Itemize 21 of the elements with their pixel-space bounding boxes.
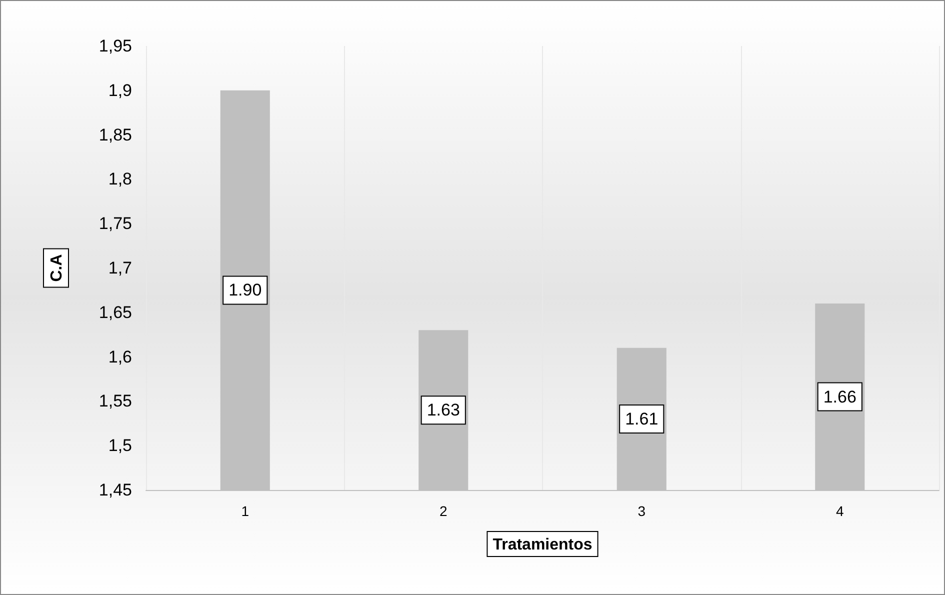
y-tick-label: 1,9 — [108, 80, 132, 100]
y-tick-label: 1,45 — [98, 480, 132, 500]
y-tick-label: 1,95 — [98, 36, 132, 56]
y-tick-label: 1,75 — [98, 214, 132, 234]
x-axis-title: Tratamientos — [492, 536, 592, 554]
data-label: 1.63 — [426, 400, 460, 420]
y-tick-label: 1,85 — [98, 125, 132, 144]
y-tick-label: 1,55 — [98, 392, 132, 411]
x-tick-label: 2 — [439, 503, 448, 519]
y-tick-label: 1,8 — [108, 170, 132, 189]
y-tick-label: 1,65 — [98, 302, 132, 322]
data-label: 1.90 — [228, 280, 262, 300]
y-tick-label: 1,6 — [108, 347, 132, 366]
data-label: 1.61 — [625, 409, 658, 428]
data-label: 1.66 — [823, 387, 856, 406]
x-tick-label: 3 — [638, 503, 646, 519]
y-tick-label: 1,5 — [108, 436, 132, 456]
x-tick-label: 1 — [241, 503, 250, 519]
x-tick-label: 4 — [836, 503, 844, 519]
y-tick-label: 1,7 — [108, 258, 132, 278]
y-axis-title: C.A — [48, 254, 66, 282]
